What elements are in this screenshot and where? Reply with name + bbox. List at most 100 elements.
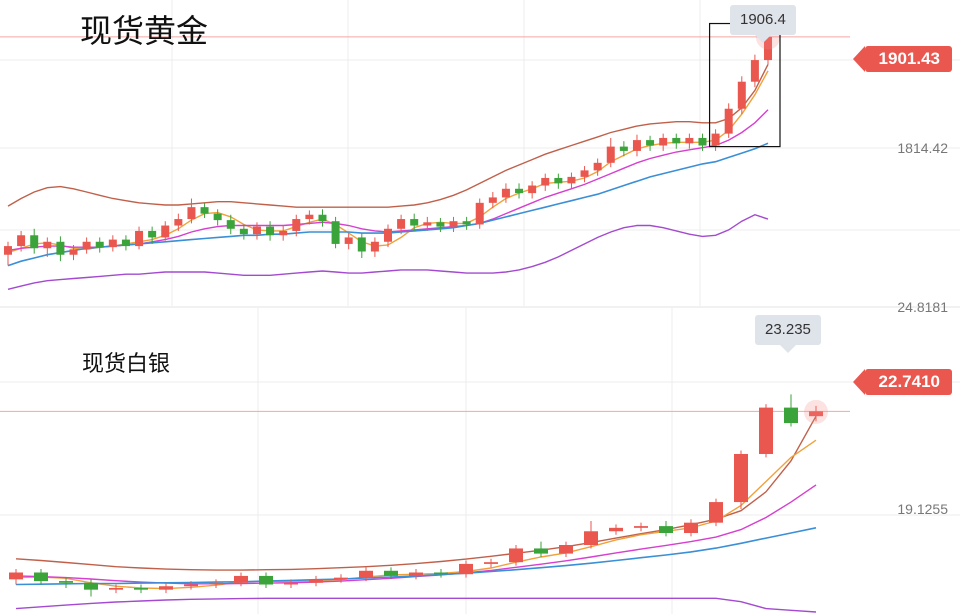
candle-body bbox=[634, 526, 648, 528]
gold-high-callout: 1906.4 bbox=[730, 5, 796, 43]
candle-body bbox=[462, 221, 471, 225]
candle-body bbox=[370, 241, 379, 252]
candle-body bbox=[318, 214, 327, 222]
candle-body bbox=[606, 146, 615, 163]
candle-body bbox=[309, 579, 323, 583]
candle-body bbox=[121, 239, 130, 247]
candle-body bbox=[84, 582, 98, 590]
candle-body bbox=[95, 241, 104, 248]
candle-body bbox=[334, 577, 348, 580]
candle-body bbox=[148, 230, 157, 238]
candle-body bbox=[646, 140, 655, 146]
candle-body bbox=[59, 581, 73, 583]
candle-body bbox=[784, 407, 798, 424]
candle-body bbox=[69, 249, 78, 255]
candle-body bbox=[266, 226, 275, 236]
candle-body bbox=[554, 177, 563, 184]
candle-body bbox=[423, 222, 432, 226]
candle-body bbox=[108, 239, 117, 248]
candle-body bbox=[134, 587, 148, 590]
candle-body bbox=[174, 219, 183, 226]
candle-body bbox=[259, 575, 273, 585]
candle-body bbox=[501, 188, 510, 198]
candle-body bbox=[709, 502, 723, 523]
candle-body bbox=[292, 219, 301, 231]
candle-body bbox=[685, 137, 694, 144]
candle-body bbox=[750, 60, 759, 82]
candle-body bbox=[698, 137, 707, 146]
candle-body bbox=[559, 545, 573, 554]
candle-body bbox=[17, 235, 26, 247]
indicator-line-upper bbox=[7, 64, 769, 208]
candle-body bbox=[226, 220, 235, 229]
indicator-line-ma-short bbox=[15, 439, 817, 590]
candle-body bbox=[434, 572, 448, 575]
candle-body bbox=[541, 177, 550, 186]
candle-body bbox=[252, 226, 261, 235]
indicator-line-ma-mid bbox=[15, 484, 817, 585]
candle-body bbox=[397, 219, 406, 229]
candle-body bbox=[344, 237, 353, 244]
candle-body bbox=[159, 586, 173, 590]
candle-body bbox=[484, 562, 498, 564]
candle-body bbox=[684, 522, 698, 533]
candle-body bbox=[711, 133, 720, 146]
candle-body bbox=[384, 570, 398, 576]
candle-body bbox=[284, 582, 298, 585]
candle-body bbox=[56, 241, 65, 255]
candle-body bbox=[331, 221, 340, 244]
candle-body bbox=[4, 246, 12, 255]
candle-body bbox=[534, 548, 548, 554]
candle-body bbox=[409, 572, 423, 576]
indicator-line-lower bbox=[7, 213, 769, 290]
gold-chart-title: 现货黄金 bbox=[80, 12, 209, 50]
candle-body bbox=[161, 225, 170, 238]
candle-body bbox=[737, 81, 746, 109]
candle-body bbox=[410, 219, 419, 226]
candle-body bbox=[187, 207, 196, 220]
candle-body bbox=[593, 162, 602, 171]
candle-body bbox=[449, 221, 458, 227]
silver-axis-label-top: 24.8181 bbox=[897, 299, 948, 315]
candle-body bbox=[43, 241, 52, 249]
candle-body bbox=[475, 202, 484, 225]
candle-body bbox=[384, 228, 392, 242]
candle-body bbox=[459, 563, 473, 575]
candle-body bbox=[672, 137, 681, 144]
candle-body bbox=[234, 575, 248, 583]
candle-body bbox=[34, 572, 48, 582]
candle-body bbox=[135, 230, 144, 247]
candle-body bbox=[567, 176, 576, 184]
candle-body bbox=[305, 214, 314, 220]
candle-body bbox=[209, 582, 223, 585]
indicator-line-lower bbox=[15, 597, 817, 613]
candle-body bbox=[200, 207, 209, 214]
indicator-line-upper bbox=[15, 415, 817, 571]
candle-body bbox=[659, 526, 673, 533]
candle-body bbox=[528, 185, 537, 194]
candle-body bbox=[279, 230, 288, 236]
candle-body bbox=[184, 584, 198, 587]
candle-body bbox=[764, 36, 772, 61]
candle-body bbox=[359, 570, 373, 578]
candle-body bbox=[509, 548, 523, 563]
candle-body bbox=[609, 527, 623, 532]
gold-current-price-tag: 1901.43 bbox=[852, 46, 952, 72]
silver-axis-label: 19.1255 bbox=[897, 501, 948, 517]
candle-body bbox=[580, 170, 589, 177]
candle-body bbox=[659, 137, 668, 146]
candle-body bbox=[632, 140, 641, 151]
silver-high-callout: 23.235 bbox=[755, 315, 821, 353]
candle-body bbox=[9, 572, 23, 580]
indicator-line-ma-long bbox=[7, 142, 769, 267]
candle-body bbox=[809, 411, 823, 417]
candle-body bbox=[30, 235, 39, 249]
candle-body bbox=[619, 146, 628, 151]
candle-body bbox=[488, 197, 497, 203]
candle-body bbox=[436, 222, 445, 227]
candle-body bbox=[109, 587, 123, 590]
candle-body bbox=[357, 237, 366, 252]
latest-price-glow bbox=[804, 399, 828, 424]
candle-body bbox=[213, 213, 222, 221]
